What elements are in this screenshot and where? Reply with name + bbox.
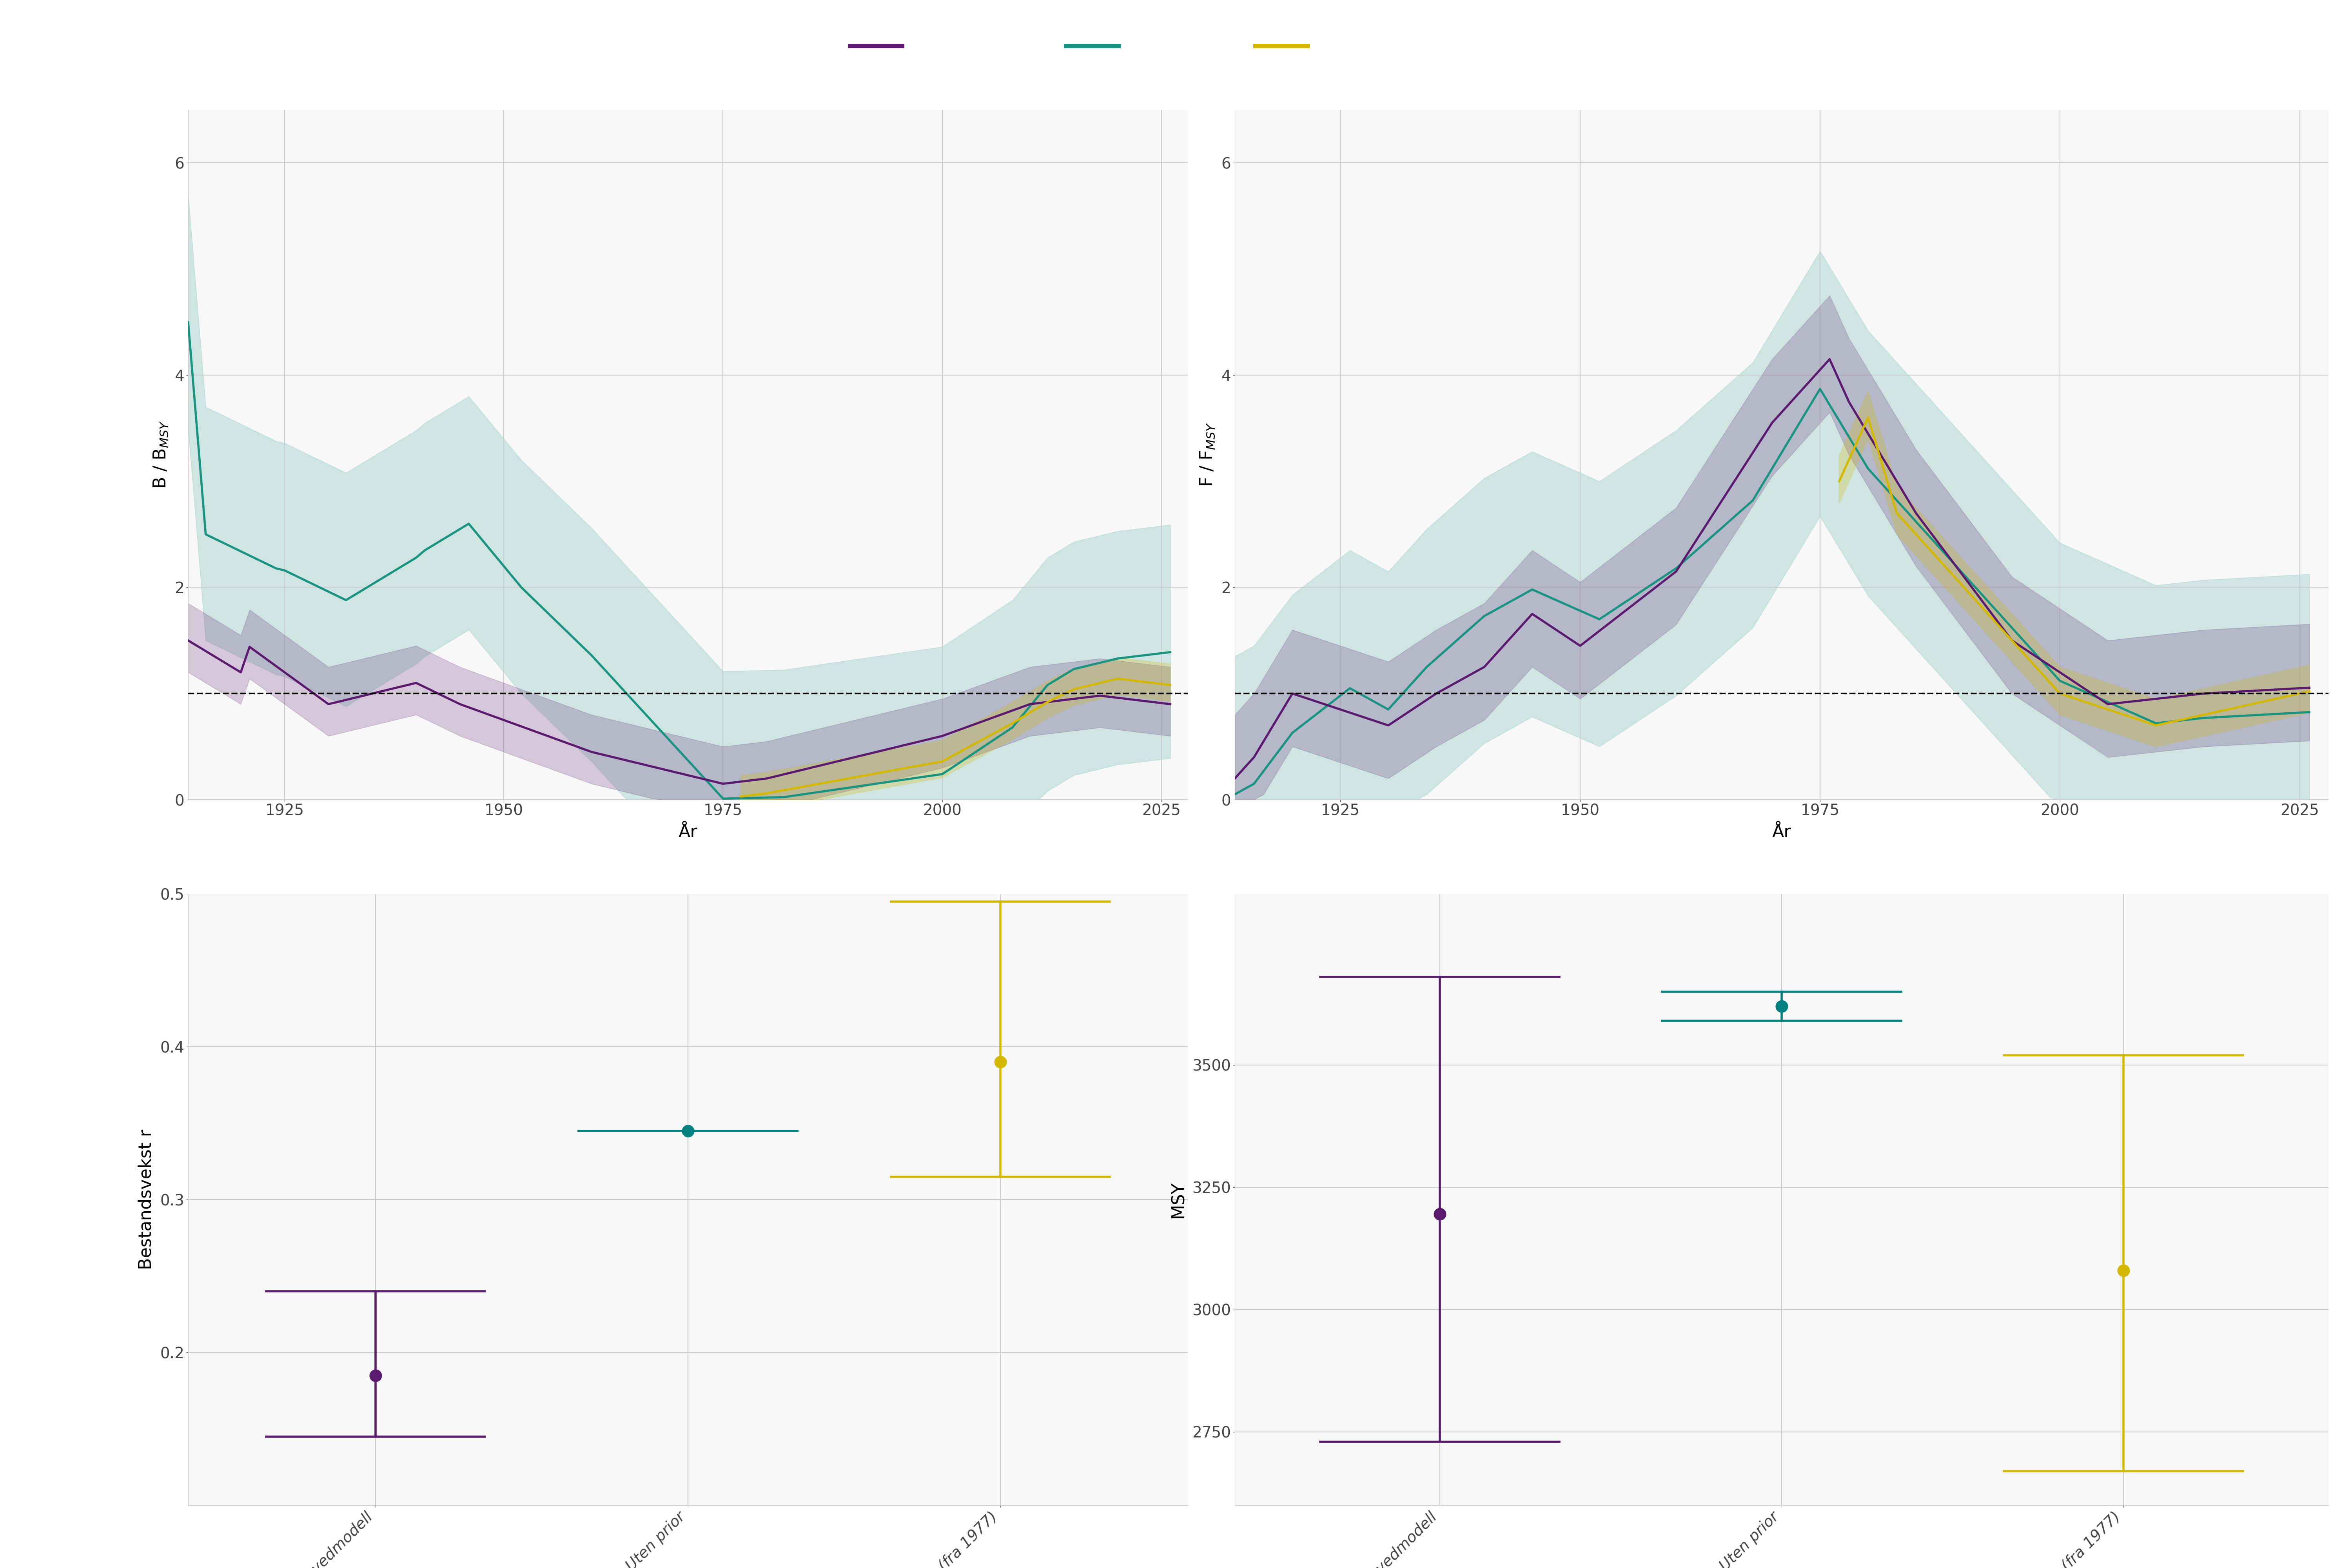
Legend: Hovedmodell, Uten prior, Uten prior (fra 1977): Hovedmodell, Uten prior, Uten prior (fra… bbox=[842, 31, 1510, 63]
X-axis label: År: År bbox=[1771, 823, 1792, 840]
Y-axis label: F / F$_{MSY}$: F / F$_{MSY}$ bbox=[1200, 422, 1216, 488]
Y-axis label: B / B$_{MSY}$: B / B$_{MSY}$ bbox=[153, 420, 169, 489]
Y-axis label: MSY: MSY bbox=[1169, 1181, 1188, 1218]
Y-axis label: Bestandsvekst r: Bestandsvekst r bbox=[139, 1129, 155, 1270]
X-axis label: År: År bbox=[677, 823, 699, 840]
